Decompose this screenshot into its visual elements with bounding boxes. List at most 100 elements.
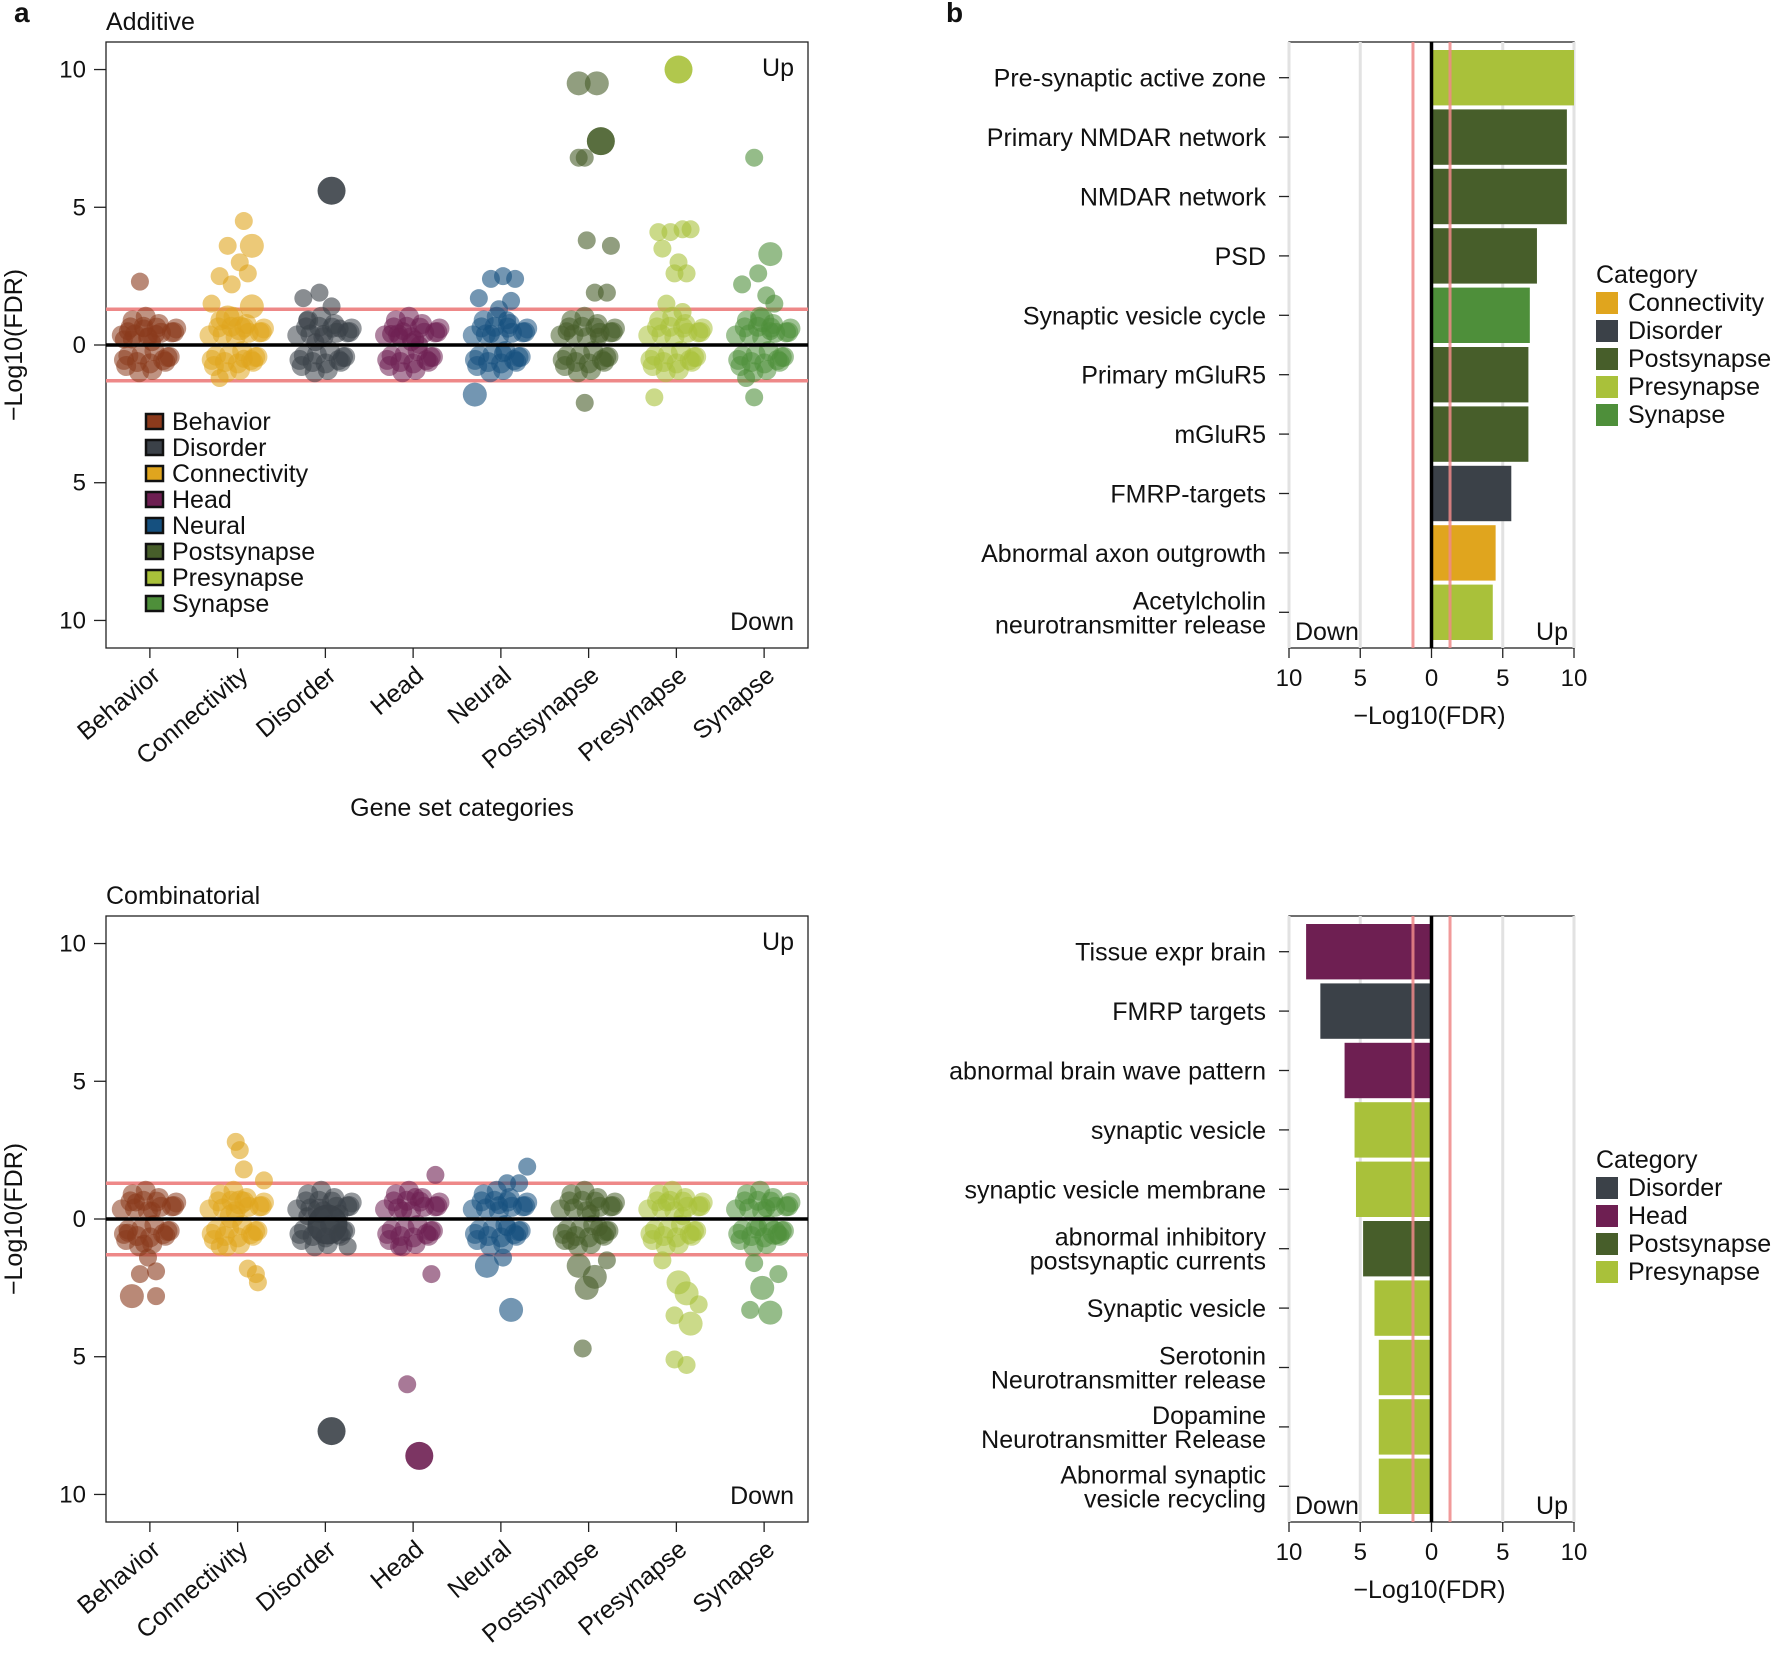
points-neural (462, 267, 538, 407)
legend-label-head: Head (172, 486, 232, 514)
data-point (559, 1191, 580, 1212)
data-point (143, 1201, 162, 1220)
data-point (737, 369, 756, 388)
data-point (234, 349, 253, 368)
bar-acetylcholin-neurotransmitter-release (1431, 584, 1493, 640)
legend-swatch-head (144, 490, 165, 509)
bar-label: Abnormal axon outgrowth (981, 540, 1266, 568)
data-point (377, 349, 398, 370)
legend-swatch-disorder (144, 438, 165, 457)
legend-label-behavior: Behavior (172, 408, 271, 436)
data-point (147, 1287, 166, 1306)
bar-nmdar-network (1431, 168, 1567, 225)
data-point (674, 1281, 699, 1306)
x-tick-label: 10 (1276, 665, 1303, 692)
data-point (422, 1265, 441, 1284)
legend-swatch-presynapse (144, 568, 165, 587)
bar-label: Primary NMDAR network (987, 124, 1267, 152)
data-point (394, 1201, 413, 1220)
bar-abnormal-synaptic-vesicle-recycling (1378, 1458, 1432, 1514)
bar-fmrp-targets (1320, 983, 1432, 1039)
data-point (289, 349, 310, 370)
bar-synaptic-vesicle (1354, 1102, 1432, 1158)
x-tick-label: 5 (1496, 1539, 1509, 1566)
panel-additive-scatter: Additive 10 5 0 5 10 −Log10(FDR) Behavior Connec… (0, 8, 809, 822)
bar-label: PSD (1215, 243, 1266, 271)
data-point (254, 1171, 273, 1190)
data-point (677, 1355, 696, 1374)
bars (1306, 924, 1432, 1514)
bar-label: Synaptic vesicle (1087, 1295, 1266, 1323)
y-tick-label: 5 (73, 1344, 86, 1371)
bar-primary-mglur5 (1431, 347, 1529, 403)
y-tick-label: 0 (73, 332, 86, 359)
data-point (506, 269, 525, 288)
bar-label: Neurotransmitter Release (981, 1426, 1266, 1454)
legend-swatch-synapse (144, 594, 165, 613)
bar-mglur5 (1431, 406, 1529, 462)
bar-label: postsynaptic currents (1030, 1248, 1266, 1276)
data-point (481, 324, 500, 343)
bars (1431, 50, 1574, 640)
x-tick-label-synapse: Synapse (687, 1535, 780, 1619)
data-point (249, 322, 270, 343)
data-point (681, 220, 700, 239)
legend-label-postsynapse: Postsynapse (172, 538, 315, 566)
points-presynapse (638, 1180, 713, 1374)
x-axis-label: −Log10(FDR) (1353, 702, 1505, 730)
x-tick-label: 10 (1561, 1539, 1588, 1566)
data-point (130, 1265, 149, 1284)
data-point (512, 1196, 533, 1217)
legend-label-head: Head (1628, 1202, 1688, 1230)
legend: CategoryDisorderHeadPostsynapsePresynaps… (1596, 1146, 1771, 1286)
bar-label: NMDAR network (1080, 184, 1267, 212)
legend-swatch-disorder (1596, 320, 1618, 342)
data-point (425, 1196, 446, 1217)
data-point (589, 1218, 608, 1237)
bar-dopamine-neurotransmitter-release (1378, 1399, 1432, 1455)
data-point (298, 311, 317, 330)
legend-swatch-head (1596, 1205, 1618, 1227)
data-point (494, 344, 513, 363)
data-point (653, 239, 672, 258)
data-point (657, 1193, 676, 1212)
data-point (317, 176, 346, 205)
data-point (161, 322, 182, 343)
data-point (494, 1248, 513, 1267)
bar-label: Dopamine (1152, 1402, 1266, 1430)
y-tick-label: 0 (73, 1206, 86, 1233)
data-point (471, 1191, 492, 1212)
data-point (601, 236, 620, 255)
corner-up-label: Up (1536, 1492, 1568, 1520)
points-connectivity (199, 212, 274, 388)
data-point (734, 317, 755, 338)
data-point (741, 1300, 760, 1319)
data-point (480, 1236, 501, 1257)
data-point (234, 212, 253, 231)
data-point (134, 319, 153, 338)
bar-label: synaptic vesicle (1091, 1117, 1266, 1145)
points-presynapse (638, 55, 713, 407)
y-tick-label: 5 (73, 194, 86, 221)
data-point (306, 333, 325, 352)
data-point (310, 283, 329, 302)
bar-synaptic-vesicle-cycle (1431, 287, 1530, 343)
legend: BehaviorDisorderConnectivityHeadNeuralPo… (144, 408, 315, 618)
legend-label-connectivity: Connectivity (172, 460, 309, 488)
data-point (234, 1160, 253, 1179)
x-tick-label: 0 (1425, 1539, 1438, 1566)
data-point (499, 1297, 524, 1322)
data-point (645, 388, 664, 407)
bar-synaptic-vesicle (1374, 1280, 1432, 1336)
bar-label: Abnormal synaptic (1060, 1461, 1266, 1489)
data-point (655, 362, 676, 383)
x-tick-label-neural: Neural (442, 661, 516, 730)
legend-swatch-presynapse (1596, 376, 1618, 398)
chart-title: Additive (106, 8, 195, 36)
points-neural (462, 1157, 538, 1322)
data-point (289, 1223, 310, 1244)
legend-swatch-presynapse (1596, 1261, 1618, 1283)
legend-swatch-postsynapse (1596, 1233, 1618, 1255)
points-synapse (726, 1180, 801, 1325)
data-point (733, 275, 752, 294)
